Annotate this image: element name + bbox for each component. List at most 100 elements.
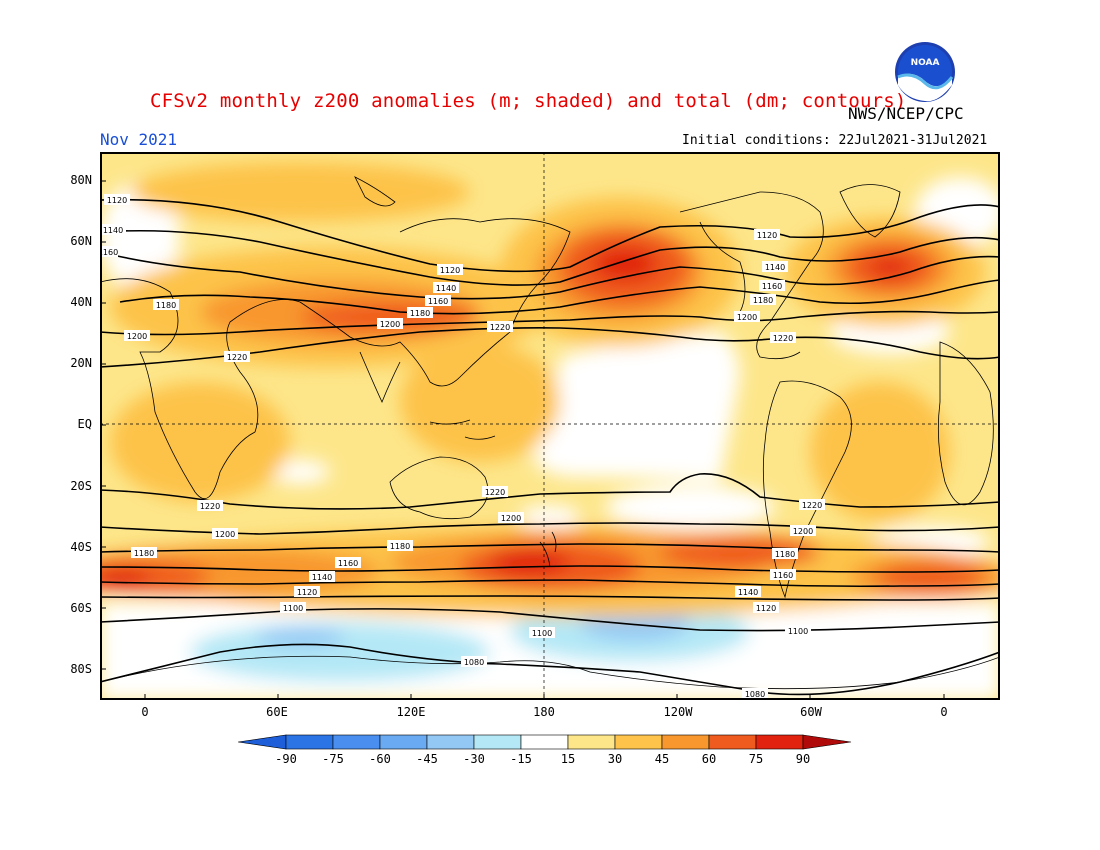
lon-label-0-west: 0 [141,705,149,719]
contour-label-1180-c: 1180 [753,296,773,305]
contour-label-1180-d: 1180 [134,549,154,558]
anomaly-orange-tropic-east [810,382,950,522]
anomaly-darkred-sh-pacific [490,549,570,575]
contour-label-1200-f: 1200 [793,527,813,536]
coast-novaya [354,176,396,207]
coast-south-america [762,380,852,599]
contour-1220-north [100,327,1000,368]
lat-label-80s: 80S [70,662,92,676]
contour-label-1200-c: 1200 [737,313,757,322]
contour-1140-north [100,229,1000,286]
contour-label-1100-e: 1100 [532,629,552,638]
contour-1100-south [100,608,1000,632]
colorbar-label: 90 [795,752,811,766]
colorbar-label: 60 [701,752,717,766]
contour-1220-south [100,473,1000,510]
colorbar-box [426,734,475,750]
coast-asia [299,218,571,387]
contour-label-1220-b: 1220 [490,323,510,332]
contour-label-1120-b: 1120 [440,266,460,275]
contour-label-1140-a: 1140 [103,226,123,235]
contour-label-1120-d: 1120 [297,588,317,597]
contour-1140-south [100,579,1000,588]
contour-label-1180-e: 1180 [390,542,410,551]
contour-1120-south [100,595,1000,601]
contour-label-1100-f: 1100 [788,627,808,636]
contour-label-1120-c: 1120 [757,231,777,240]
lat-label-eq: EQ [77,417,92,431]
colorbar-label: 30 [607,752,623,766]
anomaly-blue-west-core [255,627,345,647]
colorbar-arrow-right [802,734,852,750]
colorbar-box [473,734,522,750]
anomaly-red-asia [300,302,480,332]
grid-lines [100,152,1000,700]
contour-label-1160-d: 1160 [338,559,358,568]
colorbar-box [661,734,710,750]
anomaly-darkred-sh-west [100,568,150,586]
lon-label-120e: 120E [396,705,426,719]
contour-label-1220-a: 1220 [227,353,247,362]
height-contours [100,198,1000,696]
anomaly-white-south-pacific [605,485,775,529]
contour-label-1180-a: 1180 [156,301,176,310]
lat-label-20n: 20N [70,356,92,370]
coast-greenland [839,184,901,238]
map-frame [100,152,1000,700]
colorbar-label: -15 [510,752,532,766]
contour-1080-south [100,643,1000,696]
lat-label-20s: 20S [70,479,92,493]
anomaly-white-pac-pole [520,505,580,529]
lon-label-60w: 60W [800,705,822,719]
contour-label-1180-b: 1180 [410,309,430,318]
colorbar-box [332,734,381,750]
colorbar-arrow-left [238,734,287,750]
agency-label: NWS/NCEP/CPC [848,104,964,123]
anomaly-map: 1120 1140 1160 1180 1200 1220 1120 1140 … [100,152,1000,700]
contour-1160-north [100,251,1000,300]
lat-label-40n: 40N [70,295,92,309]
colorbar-box [567,734,616,750]
contour-label-1200-e: 1200 [501,514,521,523]
coast-africa-east [937,341,994,506]
contour-label-1140-b: 1140 [436,284,456,293]
colorbar-label: 45 [654,752,670,766]
anomaly-white-north-pacific [534,332,740,482]
lat-label-60s: 60S [70,601,92,615]
contour-label-1220-e: 1220 [485,488,505,497]
coast-india [359,351,401,404]
colorbar-label: -75 [322,752,344,766]
contour-label-1220-c: 1220 [773,334,793,343]
contour-label-1120-a: 1120 [107,196,127,205]
lon-label-0-east: 0 [940,705,948,719]
contour-label-1200-d: 1200 [215,530,235,539]
contour-label-1160-b: 1160 [428,297,448,306]
contour-label-group: 1120 1140 1160 1180 1200 1220 1120 1140 … [100,194,825,699]
coast-nz [539,531,557,568]
lon-label-60e: 60E [266,705,288,719]
contour-label-1200-b: 1200 [380,320,400,329]
anomaly-red-sh-east [875,563,985,591]
colorbar-label: 15 [560,752,576,766]
contour-label-1140-f: 1140 [738,588,758,597]
colorbar-box [755,734,804,750]
lat-label-80n: 80N [70,173,92,187]
colorbar-box [614,734,663,750]
colorbar-box [379,734,428,750]
anomaly-orange-arctic [130,162,470,222]
contour-label-1140-c: 1140 [765,263,785,272]
colorbar-box [708,734,757,750]
anomaly-darkred-natl [870,258,910,276]
colorbar-label: -90 [275,752,297,766]
anomaly-blue-west [190,622,490,682]
contour-1160-south [100,565,1000,573]
contour-label-1140-d: 1140 [312,573,332,582]
contour-label-1200-a: 1200 [127,332,147,341]
contour-1200-south [100,522,1000,535]
colorbar-label: 75 [748,752,764,766]
anomaly-orange-tropic-west [110,382,290,502]
contour-label-1100-d: 1100 [283,604,303,613]
lon-label-180: 180 [533,705,555,719]
contour-label-1180-f: 1180 [775,550,795,559]
map-title: CFSv2 monthly z200 anomalies (m; shaded)… [150,90,907,112]
